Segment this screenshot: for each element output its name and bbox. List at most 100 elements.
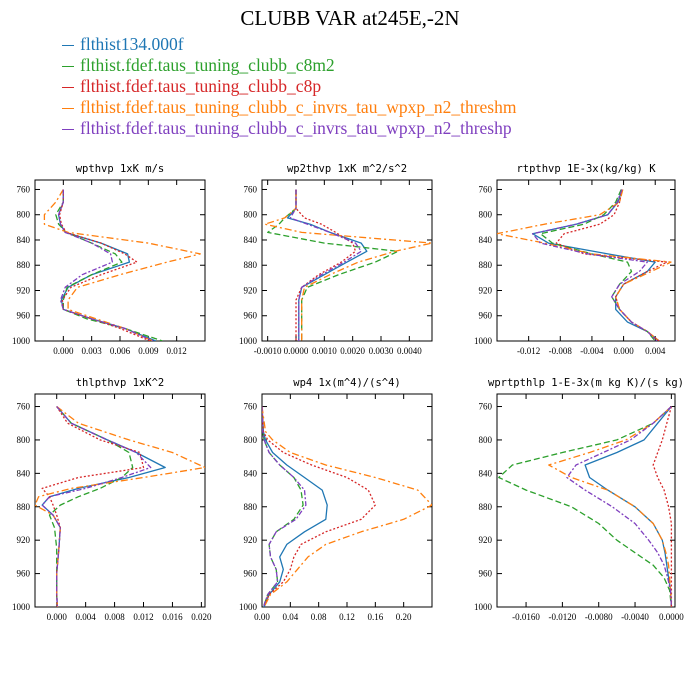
series-line — [55, 189, 163, 341]
legend-entry: flthist.fdef.taus_tuning_clubb_c8m2 — [62, 55, 516, 76]
subplot-title: wp2thvp 1xK m^2/s^2 — [287, 163, 407, 175]
x-tick-label: 0.16 — [367, 612, 383, 622]
x-tick-label: 0.006 — [110, 346, 131, 356]
y-tick-label: 760 — [17, 184, 31, 194]
y-tick-label: 1000 — [239, 602, 258, 612]
series-line — [41, 406, 166, 607]
x-tick-label: -0.0010 — [254, 346, 282, 356]
x-tick-label: 0.0000 — [659, 612, 684, 622]
series-line — [262, 406, 304, 607]
y-tick-label: 1000 — [474, 336, 493, 346]
y-tick-label: 1000 — [12, 602, 31, 612]
subplot: rtpthvp 1E-3x(kg/kg) K 760 800 840 880 920 960… — [474, 163, 676, 356]
y-tick-label: 760 — [17, 402, 31, 412]
y-tick-label: 800 — [17, 210, 31, 220]
series-line — [498, 406, 673, 607]
legend-entry: flthist.fdef.taus_tuning_clubb_c_invrs_t… — [62, 118, 516, 139]
legend-swatch — [62, 129, 74, 131]
y-tick-label: 960 — [479, 569, 493, 579]
series-line — [584, 406, 673, 607]
y-tick-label: 960 — [17, 569, 31, 579]
y-tick-label: 960 — [479, 311, 493, 321]
y-tick-label: 960 — [17, 311, 31, 321]
y-tick-label: 800 — [244, 435, 258, 445]
y-tick-label: 960 — [244, 311, 258, 321]
legend-label: flthist.fdef.taus_tuning_clubb_c8p — [80, 76, 322, 96]
x-tick-label: 0.12 — [339, 612, 355, 622]
y-tick-label: 760 — [244, 184, 258, 194]
subplot: thlpthvp 1xK^2 760 800 840 880 920 960 1000 0.00… — [12, 377, 212, 622]
subplot-title: wprtpthlp 1-E-3x(m kg K)/(s kg) — [488, 377, 684, 389]
y-tick-label: 840 — [17, 235, 31, 245]
y-tick-label: 920 — [17, 535, 31, 545]
subplot: wprtpthlp 1-E-3x(m kg K)/(s kg) 760 800 840… — [474, 377, 684, 622]
subplot-title: rtpthvp 1E-3x(kg/kg) K — [516, 163, 656, 175]
series-line — [41, 406, 145, 607]
series-line — [555, 189, 668, 341]
subplot-title: wp4 1x(m^4)/(s^4) — [293, 377, 400, 389]
y-tick-label: 880 — [17, 502, 31, 512]
y-tick-label: 1000 — [239, 336, 258, 346]
y-tick-label: 800 — [17, 435, 31, 445]
series-line — [262, 406, 376, 607]
series-line — [548, 406, 673, 607]
x-tick-label: 0.0010 — [312, 346, 337, 356]
plot-frame — [496, 393, 676, 608]
legend-swatch — [62, 108, 74, 110]
y-tick-label: 880 — [479, 502, 493, 512]
subplot: wpthvp 1xK m/s 760 800 840 880 920 960 1000 0.00… — [12, 163, 206, 356]
series-line — [57, 189, 154, 341]
x-tick-label: 0.00 — [254, 612, 270, 622]
x-tick-label: 0.020 — [191, 612, 212, 622]
x-tick-label: 0.016 — [162, 612, 183, 622]
legend: flthist134.000f flthist.fdef.taus_tuning… — [62, 34, 516, 139]
x-tick-label: -0.008 — [549, 346, 573, 356]
legend-swatch — [62, 45, 74, 47]
subplot: wp4 1x(m^4)/(s^4)76080084088092096010000… — [239, 377, 433, 622]
series-line — [295, 189, 357, 341]
x-tick-label: 0.0030 — [369, 346, 394, 356]
y-tick-label: 840 — [479, 235, 493, 245]
x-tick-label: -0.004 — [580, 346, 604, 356]
y-tick-label: 800 — [479, 210, 493, 220]
y-tick-label: 840 — [244, 235, 258, 245]
figure-title: CLUBB VAR at245E,-2N — [240, 6, 460, 30]
y-tick-label: 1000 — [12, 336, 31, 346]
x-tick-label: -0.0080 — [585, 612, 613, 622]
series-line — [57, 189, 157, 341]
plot-frame — [261, 179, 433, 342]
x-tick-label: 0.000 — [53, 346, 74, 356]
legend-label: flthist134.000f — [80, 34, 184, 54]
y-tick-label: 960 — [244, 569, 258, 579]
y-tick-label: 760 — [479, 184, 493, 194]
legend-entry: flthist.fdef.taus_tuning_clubb_c8p — [62, 76, 516, 97]
legend-label: flthist.fdef.taus_tuning_clubb_c_invrs_t… — [80, 118, 512, 138]
series-line — [48, 406, 134, 607]
x-tick-label: -0.0160 — [512, 612, 540, 622]
x-tick-label: 0.08 — [311, 612, 327, 622]
y-tick-label: 760 — [244, 402, 258, 412]
series-line — [41, 406, 152, 607]
y-tick-label: 920 — [244, 535, 258, 545]
x-tick-label: 0.004 — [645, 346, 666, 356]
x-tick-label: 0.0000 — [284, 346, 309, 356]
y-tick-label: 920 — [17, 285, 31, 295]
x-tick-label: 0.003 — [82, 346, 103, 356]
x-tick-label: -0.0120 — [549, 612, 577, 622]
subplot-title: wpthvp 1xK m/s — [76, 163, 165, 175]
legend-label: flthist.fdef.taus_tuning_clubb_c8m2 — [80, 55, 335, 75]
legend-swatch — [62, 87, 74, 89]
legend-label: flthist.fdef.taus_tuning_clubb_c_invrs_t… — [80, 97, 517, 117]
series-line — [531, 189, 658, 341]
x-tick-label: 0.0020 — [340, 346, 365, 356]
subplot: wp2thvp 1xK m^2/s^2 760 800 840 880 920 960 100… — [239, 163, 433, 356]
series-line — [539, 189, 656, 341]
series-line — [264, 189, 432, 341]
y-tick-label: 1000 — [474, 602, 493, 612]
subplot-title: thlpthvp 1xK^2 — [76, 377, 165, 389]
x-tick-label: 0.009 — [138, 346, 159, 356]
x-tick-label: 0.004 — [76, 612, 97, 622]
x-tick-label: 0.04 — [282, 612, 298, 622]
x-tick-label: 0.000 — [47, 612, 68, 622]
